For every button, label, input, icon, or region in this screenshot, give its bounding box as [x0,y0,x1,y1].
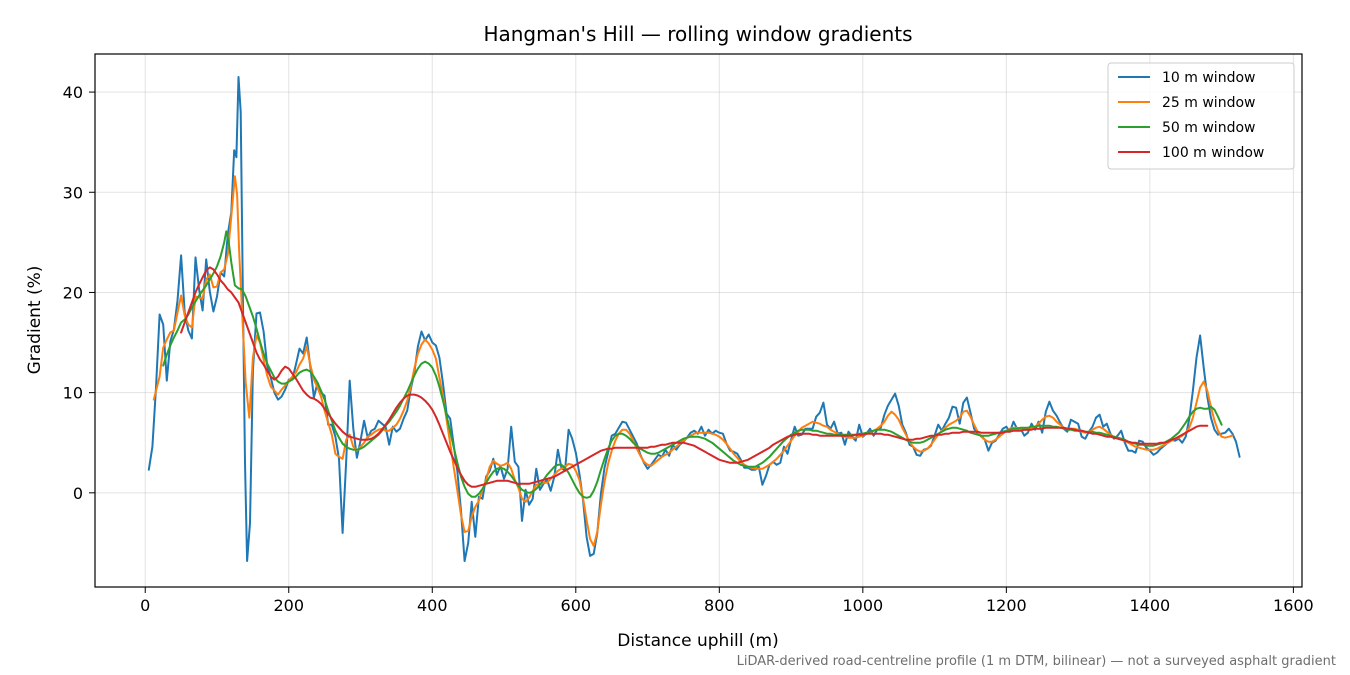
x-tick-label: 1400 [1130,596,1171,615]
y-axis: 0 10 20 30 40 [63,83,95,503]
x-tick-label: 1200 [986,596,1027,615]
x-axis-label: Distance uphill (m) [617,631,778,651]
legend: 10 m window 25 m window 50 m window 100 m w… [1107,62,1295,170]
x-axis: 0 200 400 600 800 1000 1200 1400 1600 [140,587,1314,615]
plot-frame [94,53,1303,588]
x-tick-label: 1600 [1273,596,1314,615]
x-tick-label: 600 [561,596,592,615]
y-tick-label: 30 [63,183,83,202]
y-tick-label: 0 [73,484,83,503]
legend-label-10-m-window: 10 m window [1162,70,1255,86]
series-layer [147,76,1241,562]
x-tick-label: 200 [273,596,304,615]
x-tick-label: 0 [140,596,150,615]
x-tick-label: 400 [417,596,448,615]
y-tick-label: 20 [63,283,83,302]
x-tick-label: 800 [704,596,735,615]
legend-label-50-m-window: 50 m window [1162,120,1255,136]
y-tick-label: 10 [63,384,83,403]
legend-box [1107,62,1295,170]
series-line-50-m-window [162,230,1223,499]
x-tick-label: 1000 [842,596,883,615]
legend-label-100-m-window: 100 m window [1162,145,1264,161]
series-line-25-m-window [152,175,1234,547]
y-axis-label: Gradient (%) [25,266,45,375]
y-tick-label: 40 [63,83,83,102]
series-line-100-m-window [180,266,1209,488]
legend-label-25-m-window: 25 m window [1162,95,1255,111]
chart-title: Hangman's Hill — rolling window gradient… [483,22,912,46]
footnote: LiDAR-derived road-centreline profile (1… [737,654,1336,669]
